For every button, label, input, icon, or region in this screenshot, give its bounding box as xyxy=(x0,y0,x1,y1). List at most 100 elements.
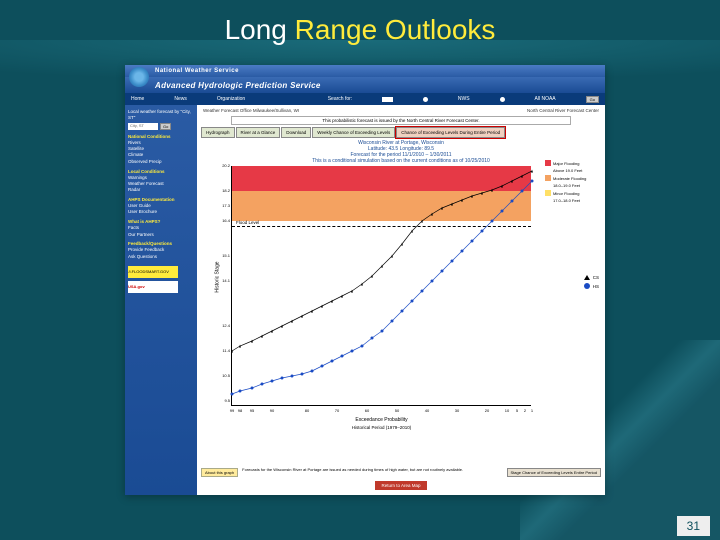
hs-point xyxy=(431,280,434,283)
tab-download[interactable]: Download xyxy=(281,127,311,138)
hs-point xyxy=(341,355,344,358)
sidebar-item-rivers[interactable]: Rivers xyxy=(128,140,194,146)
cs-point xyxy=(271,330,273,333)
tab-entire-period[interactable]: Chance of Exceeding Levels During Entire… xyxy=(396,127,505,138)
breadcrumb: Weather Forecast Office Milwaukee/Sulliv… xyxy=(201,107,601,114)
hs-point xyxy=(361,345,364,348)
tab-weekly[interactable]: Weekly Chance of Exceeding Levels xyxy=(312,127,395,138)
city-go-button[interactable]: Go xyxy=(160,123,171,130)
main-panel: Weather Forecast Office Milwaukee/Sulliv… xyxy=(197,105,605,495)
cs-point xyxy=(301,315,303,318)
ahps-header-bar: Advanced Hydrologic Prediction Service xyxy=(125,77,605,93)
tab-hydrograph[interactable]: Hydrograph xyxy=(201,127,235,138)
hs-point xyxy=(271,380,274,383)
cs-point xyxy=(291,320,293,323)
hs-point xyxy=(311,370,314,373)
return-area-map-button[interactable]: Return to Area Map xyxy=(375,481,426,490)
hs-point xyxy=(381,330,384,333)
hs-point xyxy=(421,290,424,293)
cs-point xyxy=(501,185,503,188)
slide-title: Long Range Outlooks xyxy=(0,14,720,46)
city-input[interactable]: City, ST xyxy=(128,123,158,130)
sidebar-item-brochure[interactable]: User Brochure xyxy=(128,209,194,215)
nws-header-bar: National Weather Service xyxy=(125,65,605,77)
hs-point xyxy=(501,210,504,213)
cs-point xyxy=(391,255,393,258)
cs-point xyxy=(261,335,263,338)
sidebar-item-guide[interactable]: User Guide xyxy=(128,203,194,209)
nav-news[interactable]: News xyxy=(174,96,187,102)
hs-point xyxy=(521,190,524,193)
cs-point xyxy=(371,275,373,278)
floodsmart-badge[interactable]: ⚠ FLOODSMART.GOV xyxy=(128,266,178,278)
cs-point xyxy=(441,207,443,210)
nav-org[interactable]: Organization xyxy=(217,96,245,102)
hs-point xyxy=(301,373,304,376)
usagov-badge[interactable]: USA.gov xyxy=(128,281,178,293)
sidebar-item-warnings[interactable]: Warnings xyxy=(128,175,194,181)
hs-point xyxy=(411,300,414,303)
hs-point xyxy=(239,390,242,393)
sidebar-item-facts[interactable]: Facts xyxy=(128,225,194,231)
legend-row: Major Flooding xyxy=(545,160,599,166)
y-tick: 17.3 xyxy=(212,203,230,208)
x-tick: 10 xyxy=(505,408,509,413)
sidebar-item-feedback[interactable]: Provide Feedback xyxy=(128,247,194,253)
y-tick: 11.4 xyxy=(212,348,230,353)
browser-screenshot: National Weather Service Advanced Hydrol… xyxy=(125,65,605,495)
footer-tab[interactable]: Stage Chance of Exceeding Levels Entire … xyxy=(507,468,602,477)
cs-point xyxy=(331,300,333,303)
sidebar-item-questions[interactable]: Ask Questions xyxy=(128,254,194,260)
cs-point xyxy=(421,220,423,223)
issued-notice: This probabilistic forecast is issued by… xyxy=(231,116,571,125)
nav-search-input[interactable] xyxy=(382,97,393,102)
crumb-left: Weather Forecast Office Milwaukee/Sulliv… xyxy=(203,108,299,113)
y-tick: 12.4 xyxy=(212,323,230,328)
nav-home[interactable]: Home xyxy=(131,96,144,102)
nav-go-button[interactable]: Go xyxy=(586,96,599,103)
x-tick: 2 xyxy=(524,408,526,413)
cs-point xyxy=(461,199,463,202)
cs-point xyxy=(381,265,383,268)
about-graph-button[interactable]: About this graph xyxy=(201,468,238,477)
sidebar-item-partners[interactable]: Our Partners xyxy=(128,232,194,238)
sidebar-item-radar[interactable]: Radar xyxy=(128,187,194,193)
circle-marker-icon xyxy=(584,283,590,289)
tabs-row: Hydrograph River at a Glance Download We… xyxy=(201,127,601,138)
content-area: Local weather forecast by "City, ST" Cit… xyxy=(125,105,605,495)
y-tick: 18.2 xyxy=(212,188,230,193)
page-number: 31 xyxy=(677,516,710,536)
nav-search-label: Search for: xyxy=(328,96,352,102)
sidebar-local-head: Local weather forecast by "City, ST" xyxy=(128,109,194,121)
hs-point xyxy=(391,320,394,323)
cs-point xyxy=(251,340,253,343)
sidebar-item-precip[interactable]: Observed Precip xyxy=(128,159,194,165)
legend-swatch xyxy=(545,160,551,166)
sidebar-item-wx[interactable]: Weather Forecast xyxy=(128,181,194,187)
x-tick: 80 xyxy=(305,408,309,413)
cs-point xyxy=(231,350,233,353)
sidebar-item-climate[interactable]: Climate xyxy=(128,152,194,158)
cs-point xyxy=(431,213,433,216)
cs-point xyxy=(481,192,483,195)
radio-noaa-icon[interactable] xyxy=(500,97,505,102)
radio-nws-icon[interactable] xyxy=(423,97,428,102)
legend-row: Moderate Flooding xyxy=(545,175,599,181)
title-word1: Long xyxy=(225,14,295,45)
title-word2: Range Outlooks xyxy=(295,14,496,45)
hs-point xyxy=(511,200,514,203)
cs-point xyxy=(311,310,313,313)
legend-text: Moderate Flooding xyxy=(553,176,586,181)
legend-text: Minor Flooding xyxy=(553,191,579,196)
hs-point xyxy=(401,310,404,313)
tab-river-glance[interactable]: River at a Glance xyxy=(236,127,281,138)
sidebar-item-satellite[interactable]: Satellite xyxy=(128,146,194,152)
sidebar-g1-head: National Conditions xyxy=(128,134,194,139)
radio-noaa-label: All NOAA xyxy=(535,96,556,102)
legend-text: 18.0–19.0 Feet xyxy=(553,183,580,188)
chart-container: Wisconsin River at Portage, Wisconsin La… xyxy=(201,140,601,440)
y-tick: 9.5 xyxy=(212,398,230,403)
x-axis-label: Exceedance Probability xyxy=(232,417,531,423)
ahps-label: Advanced Hydrologic Prediction Service xyxy=(155,81,321,90)
sidebar-g2-head: Local Conditions xyxy=(128,169,194,174)
